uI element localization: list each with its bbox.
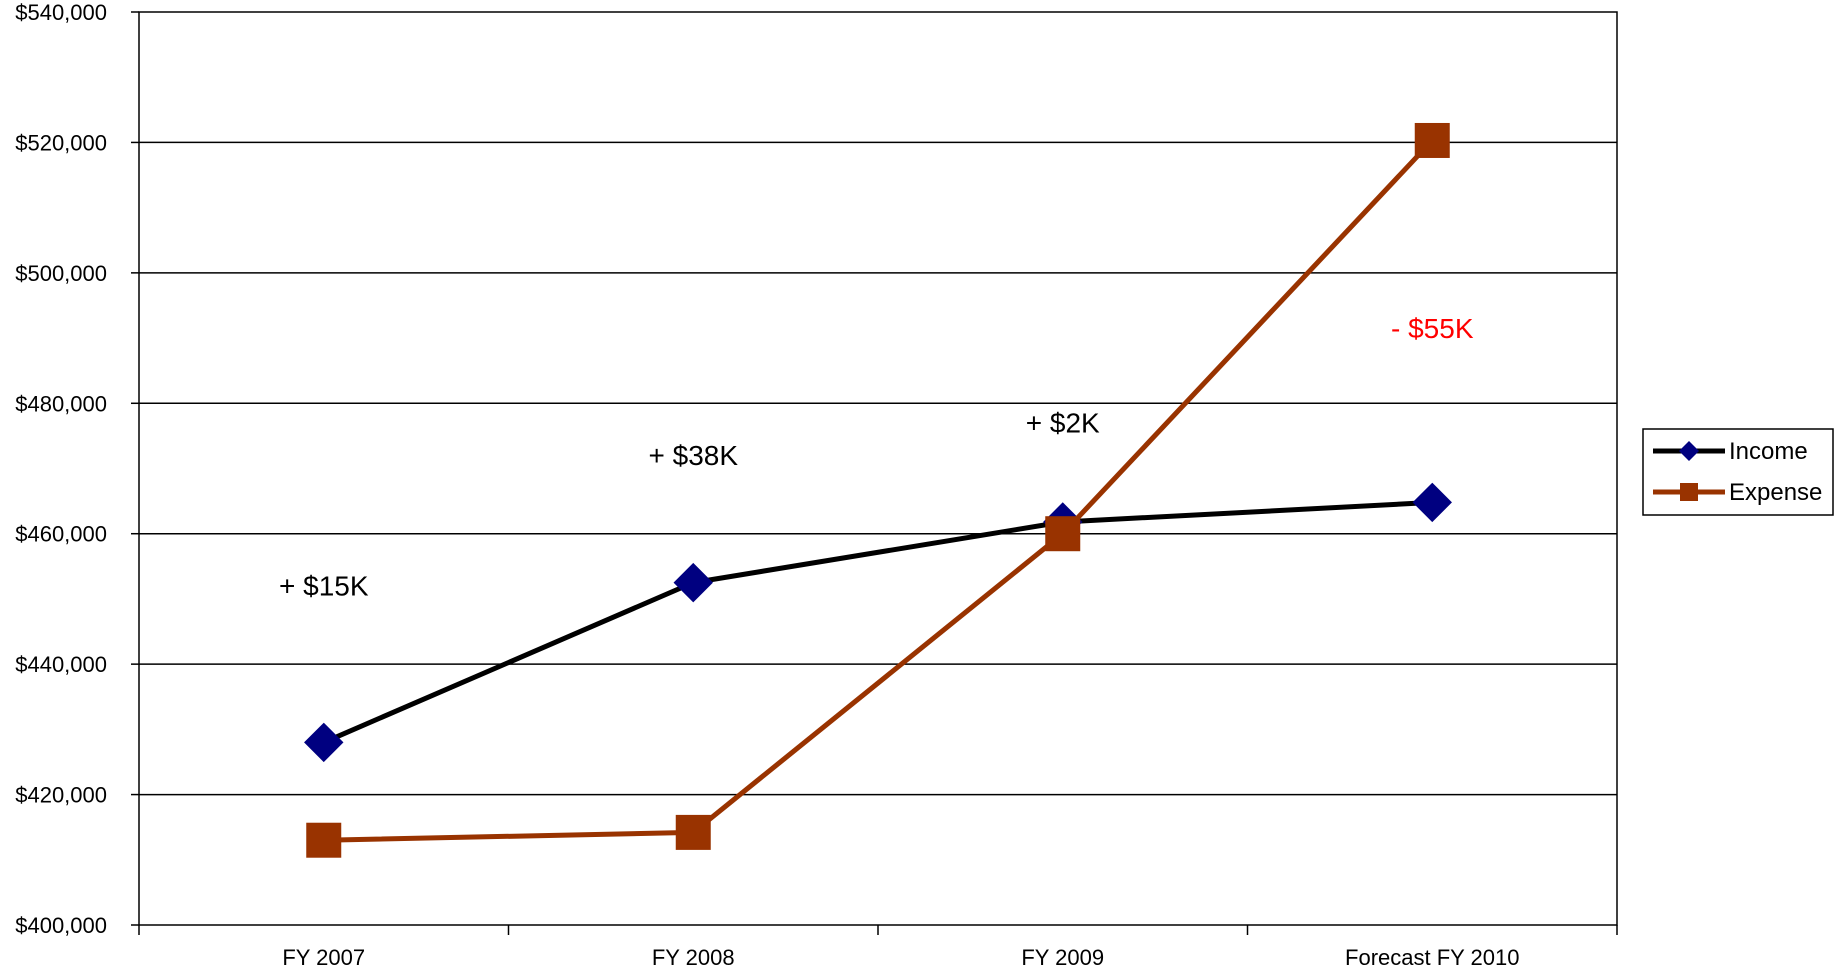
axes [138,11,1618,926]
annotation-label: + $2K [1026,408,1100,439]
legend-entry-income: Income [1653,438,1808,465]
data-point-expense [1045,516,1081,552]
annotation-label: + $38K [648,440,738,471]
legend-entry-expense: Expense [1653,479,1822,506]
x-tick-label: Forecast FY 2010 [1345,945,1519,970]
plot-area-border [138,11,1618,926]
y-tick-label: $400,000 [15,913,107,938]
x-tick-label: FY 2007 [282,945,365,970]
annotation-label: - $55K [1391,313,1474,344]
annotations: + $15K + $38K + $2K - $55K [279,313,1474,602]
legend-swatch-marker [1679,441,1699,461]
data-point-income [673,562,713,603]
series-income [304,482,1452,763]
legend-label: Expense [1729,479,1822,506]
series-layer [304,122,1452,858]
series-line-income [322,499,1433,745]
data-point-expense [306,822,342,858]
legend: Income Expense [1642,428,1834,516]
series-expense [306,122,1450,858]
y-tick-label: $520,000 [15,130,107,155]
y-axis-ticks: $400,000 $420,000 $440,000 $460,000 $480,000… [15,0,139,938]
legend-box [1642,428,1834,516]
x-axis-ticks: FY 2007 FY 2008 FY 2009 Forecast FY 2010 [138,925,1618,970]
data-point-income [1412,482,1452,523]
y-tick-label: $540,000 [15,0,107,25]
y-tick-label: $440,000 [15,652,107,677]
y-tick-label: $500,000 [15,261,107,286]
x-tick-label: FY 2008 [652,945,735,970]
data-point-expense [1414,122,1450,158]
series-line-expense [323,138,1435,843]
data-point-income [304,722,344,763]
legend-label: Income [1729,438,1808,465]
y-tick-label: $420,000 [15,783,107,808]
x-tick-label: FY 2009 [1021,945,1104,970]
gridlines [139,141,1617,796]
annotation-label: + $15K [279,571,369,602]
y-tick-label: $460,000 [15,522,107,547]
data-point-expense [675,814,711,850]
y-tick-label: $480,000 [15,391,107,416]
legend-swatch-marker [1680,483,1698,501]
